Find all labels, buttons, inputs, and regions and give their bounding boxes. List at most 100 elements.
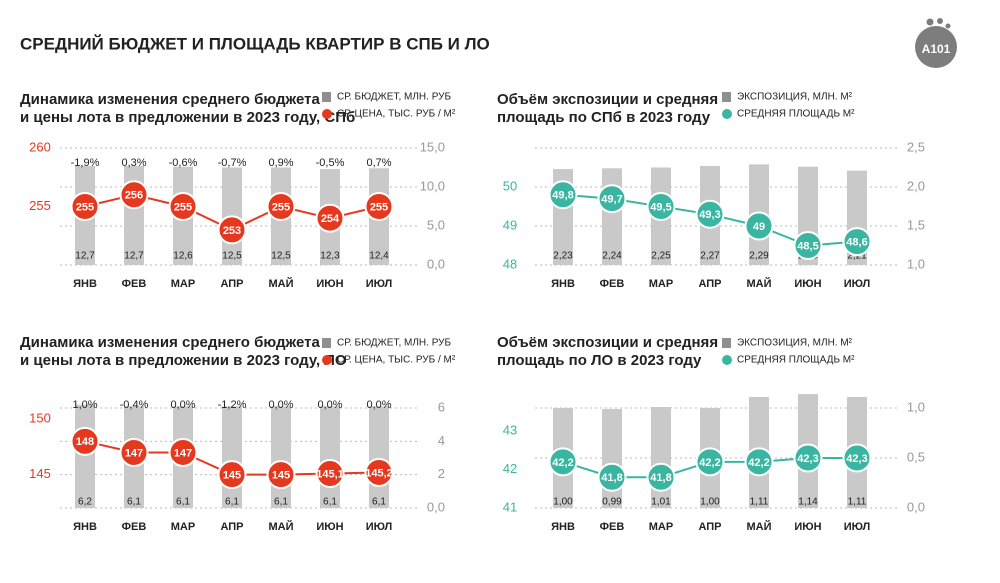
y2-tick-label: 1,5 [907, 217, 925, 232]
change-annotation: -0,6% [169, 157, 198, 169]
legend-swatch [722, 355, 732, 365]
point-label: 49,7 [601, 194, 622, 206]
bar-value-label: 2,23 [553, 251, 573, 262]
y-tick-label: 50 [503, 178, 517, 193]
y-tick-label: 260 [29, 139, 51, 154]
bar-value-label: 6,1 [127, 497, 141, 508]
x-tick-label: АПР [220, 278, 243, 290]
chart-title: и цены лота в предложении в 2023 году, С… [20, 109, 355, 126]
point-label: 48,5 [797, 240, 818, 252]
change-annotation: -0,5% [316, 157, 345, 169]
legend-swatch [322, 338, 331, 348]
point-label: 255 [76, 201, 94, 213]
y2-tick-label: 1,0 [907, 399, 925, 414]
point-label: 145 [223, 470, 241, 482]
bar-value-label: 12,7 [124, 251, 144, 262]
point-label: 148 [76, 436, 94, 448]
x-tick-label: АПР [698, 278, 721, 290]
change-annotation: 0,0% [170, 399, 195, 411]
chart-title: и цены лота в предложении в 2023 году, Л… [20, 352, 347, 369]
point-label: 49,8 [552, 190, 573, 202]
bar-value-label: 12,4 [369, 251, 389, 262]
line-point [646, 462, 676, 492]
line-point [119, 437, 149, 467]
logo-dot [937, 18, 943, 24]
bar [369, 406, 389, 508]
change-annotation: 0,9% [268, 157, 293, 169]
line-point [70, 426, 100, 456]
logo-circle [915, 26, 957, 68]
legend-label: ЭКСПОЗИЦИЯ, МЛН. М² [737, 338, 853, 349]
line-point [793, 443, 823, 473]
line-point [364, 192, 394, 221]
y2-tick-label: 2,0 [907, 178, 925, 193]
legend-label: СР. БЮДЖЕТ, МЛН. РУБ [337, 92, 451, 103]
legend-swatch [722, 338, 731, 348]
x-tick-label: ИЮЛ [366, 521, 393, 533]
bar-value-label: 1,11 [750, 497, 769, 508]
bar-value-label: 1,00 [553, 497, 573, 508]
point-label: 42,3 [846, 453, 867, 465]
point-label: 145 [272, 470, 290, 482]
bar-value-label: 12,5 [222, 251, 242, 262]
change-annotation: -0,7% [218, 157, 247, 169]
x-tick-label: ЯНВ [73, 521, 97, 533]
y2-tick-label: 1,0 [907, 256, 925, 271]
x-tick-label: ЯНВ [73, 278, 97, 290]
y-tick-label: 48 [503, 256, 517, 271]
bar-value-label: 1,14 [798, 497, 818, 508]
bar-value-label: 12,7 [75, 251, 95, 262]
point-label: 42,3 [797, 453, 818, 465]
y-tick-label: 49 [503, 217, 517, 232]
bar [222, 406, 242, 508]
line-point [695, 199, 725, 229]
y2-tick-label: 0,0 [907, 499, 925, 514]
y2-tick-label: 10,0 [420, 178, 445, 193]
change-annotation: 0,0% [317, 399, 342, 411]
line-point [217, 215, 247, 245]
bar-value-label: 2,27 [700, 251, 720, 262]
line-point [695, 447, 725, 477]
bar [271, 406, 291, 508]
bar-value-label: 12,6 [173, 251, 193, 262]
bar-value-label: 2,25 [651, 251, 671, 262]
legend-label: СРЕДНЯЯ ПЛОЩАДЬ М² [737, 109, 855, 120]
change-annotation: -0,4% [120, 399, 149, 411]
line-point [842, 227, 872, 257]
bar-value-label: 6,1 [274, 497, 288, 508]
bar-value-label: 6,2 [78, 497, 92, 508]
line-point [793, 231, 823, 260]
chart-title: Динамика изменения среднего бюджета [20, 91, 320, 108]
x-tick-label: МАР [649, 278, 673, 290]
line-point [597, 184, 627, 214]
bar [602, 409, 622, 508]
x-tick-label: ЯНВ [551, 278, 575, 290]
chart-title: Объём экспозиции и средняя [497, 91, 718, 108]
line-point [168, 192, 198, 221]
point-label: 49,3 [699, 209, 720, 221]
point-label: 48,6 [846, 237, 867, 249]
line-point [842, 443, 872, 473]
y2-tick-label: 4 [438, 433, 445, 448]
legend-swatch [722, 109, 732, 119]
x-tick-label: ФЕВ [122, 278, 147, 290]
line-point [548, 180, 578, 210]
change-annotation: 0,0% [268, 399, 293, 411]
bar-value-label: 12,3 [320, 251, 340, 262]
x-tick-label: ИЮН [316, 521, 343, 533]
point-label: 145,2 [365, 467, 393, 479]
line-point [646, 192, 676, 221]
chart-title: площадь по СПб в 2023 году [497, 109, 711, 126]
line-point [744, 211, 774, 241]
legend-label: СР. БЮДЖЕТ, МЛН. РУБ [337, 338, 451, 349]
line-point [266, 460, 296, 490]
x-tick-label: ИЮН [794, 278, 821, 290]
bar [75, 404, 95, 508]
legend-swatch [322, 109, 332, 119]
bar-value-label: 1,01 [651, 497, 671, 508]
bar-value-label: 0,99 [602, 497, 622, 508]
logo-dot [945, 23, 951, 29]
